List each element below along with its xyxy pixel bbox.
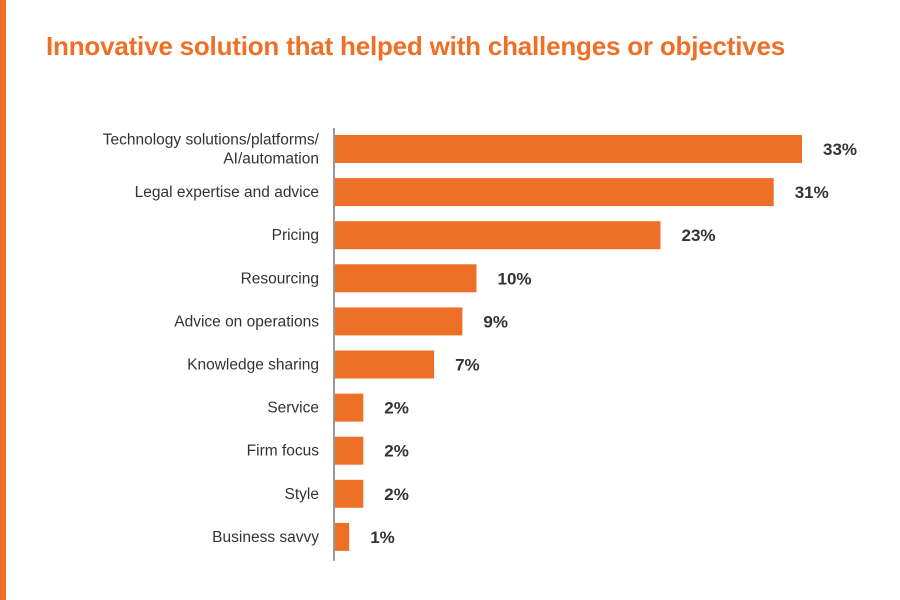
- value-label: 10%: [498, 269, 532, 288]
- value-label: 2%: [384, 399, 409, 418]
- category-label: Business savvy: [212, 529, 319, 546]
- value-label: 9%: [483, 312, 508, 331]
- bar: [335, 178, 774, 207]
- value-label: 2%: [384, 485, 409, 504]
- category-label: Resourcing: [241, 270, 319, 287]
- category-label: Knowledge sharing: [187, 357, 319, 374]
- bar: [335, 350, 435, 379]
- value-label: 33%: [823, 140, 857, 159]
- chart-title: Innovative solution that helped with cha…: [46, 31, 786, 61]
- value-label: 7%: [455, 356, 480, 375]
- value-label: 31%: [795, 183, 829, 202]
- bar: [335, 479, 364, 508]
- value-label: 2%: [384, 442, 409, 461]
- category-label: Advice on operations: [174, 313, 319, 330]
- bar: [335, 393, 364, 422]
- category-label: Legal expertise and advice: [135, 184, 319, 201]
- bar: [335, 221, 661, 250]
- category-label: Style: [285, 486, 319, 503]
- value-label: 23%: [682, 226, 716, 245]
- bar: [335, 436, 364, 465]
- category-label: Service: [267, 400, 319, 417]
- bar: [335, 264, 477, 293]
- value-label: 1%: [370, 528, 395, 547]
- left-accent-bar: [0, 0, 6, 600]
- bar: [335, 307, 463, 336]
- bar: [335, 135, 802, 163]
- bar: [335, 522, 350, 551]
- category-label: Firm focus: [247, 443, 320, 460]
- category-label: Technology solutions/platforms/AI/automa…: [103, 132, 320, 168]
- category-label: Pricing: [272, 227, 319, 244]
